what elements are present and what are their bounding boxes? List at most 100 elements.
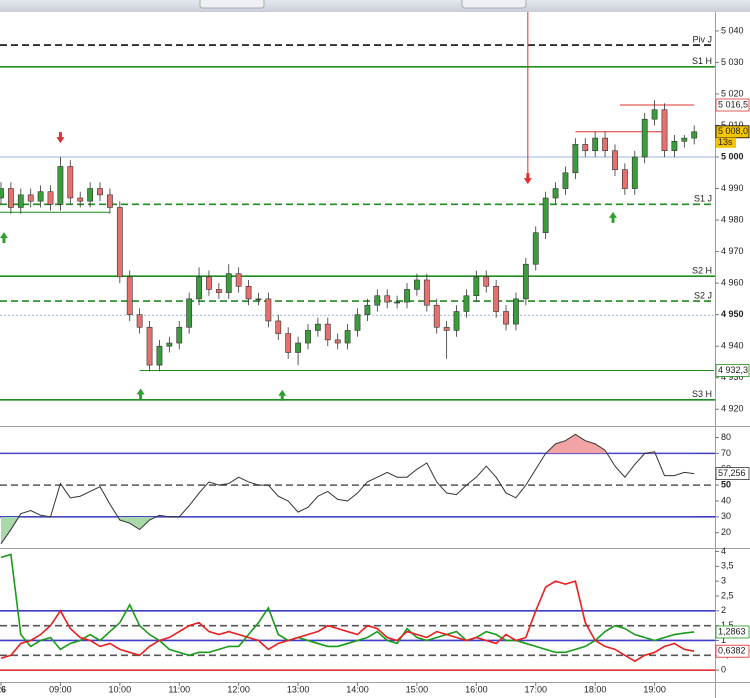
y-tick-label: 80 <box>721 432 731 442</box>
candle-body <box>671 140 678 152</box>
y-tick-label: 20 <box>721 527 731 537</box>
y-tick-label: 5 030 <box>721 57 744 67</box>
price-tag <box>715 467 750 481</box>
candle-body <box>314 323 321 331</box>
candle-body <box>404 289 410 303</box>
price-tag <box>715 644 750 658</box>
candle-body <box>156 345 163 366</box>
candle-body <box>334 339 341 344</box>
y-tick-label: 50 <box>721 479 731 489</box>
candle-body <box>384 295 391 303</box>
candle-body <box>661 109 668 152</box>
candle-body <box>691 131 698 139</box>
candle-body <box>265 298 272 322</box>
price-tag-label: 4 932,3 <box>718 365 748 375</box>
candle-body <box>305 330 311 344</box>
price-tag-label: 57,256 <box>718 468 746 478</box>
price-tag-label: 1,2863 <box>718 626 746 636</box>
candle-body <box>532 232 539 265</box>
y-tick-label: 4 970 <box>721 246 744 256</box>
level-label: S3 H <box>692 389 712 399</box>
candle-body <box>513 298 519 325</box>
candle-body <box>443 326 450 331</box>
countdown: 13s <box>718 137 733 147</box>
indicator-line <box>0 433 695 545</box>
indicator-panel <box>0 553 715 671</box>
x-tick-label: 09:00 <box>49 684 72 694</box>
y-tick-label: 2,5 <box>721 590 734 600</box>
signal-arrow <box>0 232 8 244</box>
candle-body <box>0 188 4 199</box>
y-tick-label: 2 <box>721 605 726 615</box>
toolbar-button[interactable] <box>199 0 265 9</box>
candle-body <box>176 326 183 344</box>
candle-body <box>433 304 440 328</box>
candle-body <box>324 323 331 341</box>
candle-body <box>225 273 232 293</box>
candle-body <box>215 289 222 293</box>
y-tick-label: 5 020 <box>721 88 744 98</box>
candle-body <box>87 188 94 202</box>
candle-body <box>364 304 371 315</box>
candle-body <box>463 295 470 312</box>
candle-body <box>572 144 579 174</box>
x-tick-label: 16:00 <box>465 684 488 694</box>
signal-arrow <box>56 132 65 144</box>
countdown-box <box>716 137 736 148</box>
y-tick-label: 4 930 <box>721 372 744 382</box>
price-panel: Piv J S1 H S1 J S2 H S2 J S3 H <box>0 12 715 401</box>
candle-body <box>453 311 460 331</box>
candle-body <box>473 276 480 297</box>
y-tick-label: 1,5 <box>721 620 734 630</box>
price-tag <box>715 625 750 639</box>
candle-body <box>483 276 490 287</box>
signal-arrow <box>278 389 287 401</box>
candle-body <box>235 273 242 287</box>
candle-body <box>67 166 74 199</box>
y-tick-label: 4 990 <box>721 183 744 193</box>
x-tick-label: 26 <box>0 684 6 694</box>
candle-body <box>414 279 420 290</box>
price-tag-label: 5 008,0 <box>718 126 748 136</box>
price-tag-label: 5 016,5 <box>718 99 748 109</box>
level-label: S2 H <box>692 266 712 276</box>
candle-body <box>522 263 529 300</box>
y-tick-label: 3 <box>721 576 726 586</box>
candle-body <box>7 188 14 208</box>
candle-body <box>275 320 282 334</box>
candle-body <box>186 298 193 328</box>
candle-body <box>245 285 252 300</box>
level-label: Piv J <box>692 34 712 44</box>
candle-body <box>166 342 173 347</box>
candle-body <box>552 188 559 199</box>
candle-body <box>602 137 608 152</box>
candle-body <box>97 188 103 196</box>
y-tick-label: 3,5 <box>721 561 734 571</box>
candle-body <box>592 137 599 152</box>
x-tick-label: 13:00 <box>287 684 310 694</box>
toolbar-strip <box>0 0 750 12</box>
y-tick-label: 4 950 <box>721 309 744 319</box>
candle-body <box>681 137 688 142</box>
x-tick-label: 18:00 <box>584 684 607 694</box>
candle-body <box>37 191 44 202</box>
candle-body <box>255 298 262 301</box>
candle-body <box>542 197 549 233</box>
candle-body <box>146 326 153 366</box>
toolbar-button[interactable] <box>461 0 527 9</box>
price-tag <box>715 98 750 112</box>
price-tag-label: 0,6382 <box>718 646 746 656</box>
candle-body <box>47 191 54 205</box>
level-fill <box>0 516 157 544</box>
signal-arrow <box>523 173 532 185</box>
candle-body <box>116 207 123 278</box>
y-tick-label: 4 980 <box>721 214 744 224</box>
candle-body <box>641 118 648 158</box>
x-tick-label: 14:00 <box>346 684 369 694</box>
y-tick-label: 4 920 <box>721 404 744 414</box>
candle-body <box>582 144 589 152</box>
x-tick-label: 10:00 <box>109 684 132 694</box>
y-tick-label: 40 <box>721 495 731 505</box>
candle-body <box>562 172 569 189</box>
